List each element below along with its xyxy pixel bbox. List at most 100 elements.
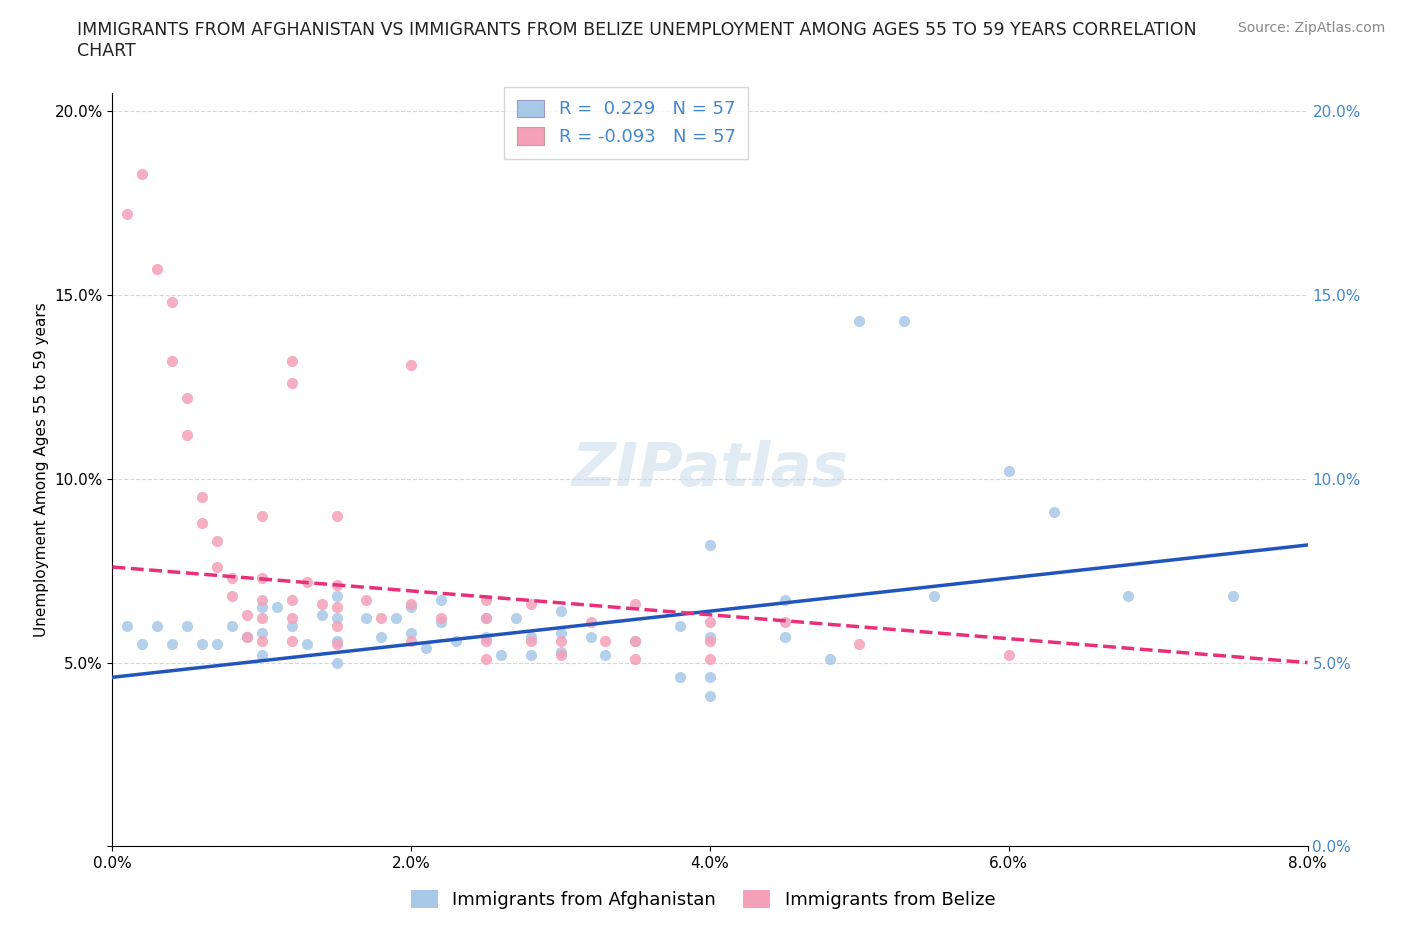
Point <box>624 596 647 611</box>
Point <box>325 637 347 652</box>
Point <box>311 596 333 611</box>
Point <box>205 534 228 549</box>
Point <box>162 295 183 310</box>
Point <box>579 615 602 630</box>
Point <box>444 633 467 648</box>
Point <box>221 571 243 586</box>
Point <box>773 630 796 644</box>
Point <box>430 592 453 607</box>
Point <box>699 651 721 666</box>
Point <box>998 464 1021 479</box>
Point <box>162 353 183 368</box>
Legend: R =  0.229   N = 57, R = -0.093   N = 57: R = 0.229 N = 57, R = -0.093 N = 57 <box>505 87 748 159</box>
Point <box>162 637 183 652</box>
Text: IMMIGRANTS FROM AFGHANISTAN VS IMMIGRANTS FROM BELIZE UNEMPLOYMENT AMONG AGES 55: IMMIGRANTS FROM AFGHANISTAN VS IMMIGRANT… <box>77 21 1197 39</box>
Point <box>236 630 259 644</box>
Point <box>818 651 841 666</box>
Point <box>1222 589 1244 604</box>
Point <box>191 490 214 505</box>
Point <box>325 508 347 523</box>
Point <box>221 618 243 633</box>
Point <box>1042 504 1064 519</box>
Point <box>117 206 139 221</box>
Point <box>505 611 527 626</box>
Point <box>520 596 543 611</box>
Legend: Immigrants from Afghanistan, Immigrants from Belize: Immigrants from Afghanistan, Immigrants … <box>404 884 1002 916</box>
Point <box>699 630 721 644</box>
Point <box>250 648 273 663</box>
Point <box>325 600 347 615</box>
Point <box>146 262 169 277</box>
Point <box>401 633 423 648</box>
Point <box>893 313 915 328</box>
Point <box>475 630 498 644</box>
Y-axis label: Unemployment Among Ages 55 to 59 years: Unemployment Among Ages 55 to 59 years <box>34 302 49 637</box>
Point <box>475 611 498 626</box>
Point <box>191 637 214 652</box>
Point <box>550 648 572 663</box>
Point <box>117 618 139 633</box>
Point <box>325 578 347 592</box>
Point <box>250 611 273 626</box>
Point <box>356 592 378 607</box>
Point <box>430 611 453 626</box>
Point <box>595 633 617 648</box>
Point <box>146 618 169 633</box>
Point <box>550 604 572 618</box>
Point <box>191 515 214 530</box>
Point <box>669 670 692 684</box>
Point <box>295 637 318 652</box>
Point <box>325 589 347 604</box>
Point <box>281 618 304 633</box>
Point <box>325 611 347 626</box>
Point <box>385 611 408 626</box>
Point <box>773 592 796 607</box>
Point <box>520 648 543 663</box>
Point <box>475 633 498 648</box>
Point <box>281 353 304 368</box>
Point <box>131 166 153 181</box>
Point <box>311 607 333 622</box>
Point <box>250 592 273 607</box>
Point <box>579 630 602 644</box>
Point <box>236 630 259 644</box>
Point <box>325 618 347 633</box>
Point <box>699 538 721 552</box>
Point <box>250 508 273 523</box>
Point <box>295 575 318 590</box>
Text: CHART: CHART <box>77 42 136 60</box>
Point <box>325 655 347 670</box>
Point <box>250 626 273 641</box>
Point <box>176 391 198 405</box>
Point <box>595 648 617 663</box>
Point <box>848 637 870 652</box>
Point <box>401 357 423 372</box>
Point <box>489 648 512 663</box>
Point <box>176 618 198 633</box>
Point <box>401 596 423 611</box>
Point <box>250 633 273 648</box>
Point <box>250 600 273 615</box>
Point <box>370 630 392 644</box>
Point <box>356 611 378 626</box>
Point <box>699 670 721 684</box>
Point <box>281 376 304 391</box>
Point <box>550 633 572 648</box>
Point <box>281 633 304 648</box>
Point <box>624 633 647 648</box>
Point <box>176 427 198 442</box>
Point <box>205 637 228 652</box>
Point <box>401 600 423 615</box>
Text: ZIPatlas: ZIPatlas <box>571 440 849 499</box>
Point <box>520 633 543 648</box>
Point <box>922 589 945 604</box>
Point <box>250 571 273 586</box>
Point <box>669 618 692 633</box>
Point <box>236 607 259 622</box>
Point <box>699 688 721 703</box>
Point <box>520 630 543 644</box>
Point <box>550 626 572 641</box>
Point <box>401 626 423 641</box>
Point <box>1118 589 1140 604</box>
Point <box>205 560 228 575</box>
